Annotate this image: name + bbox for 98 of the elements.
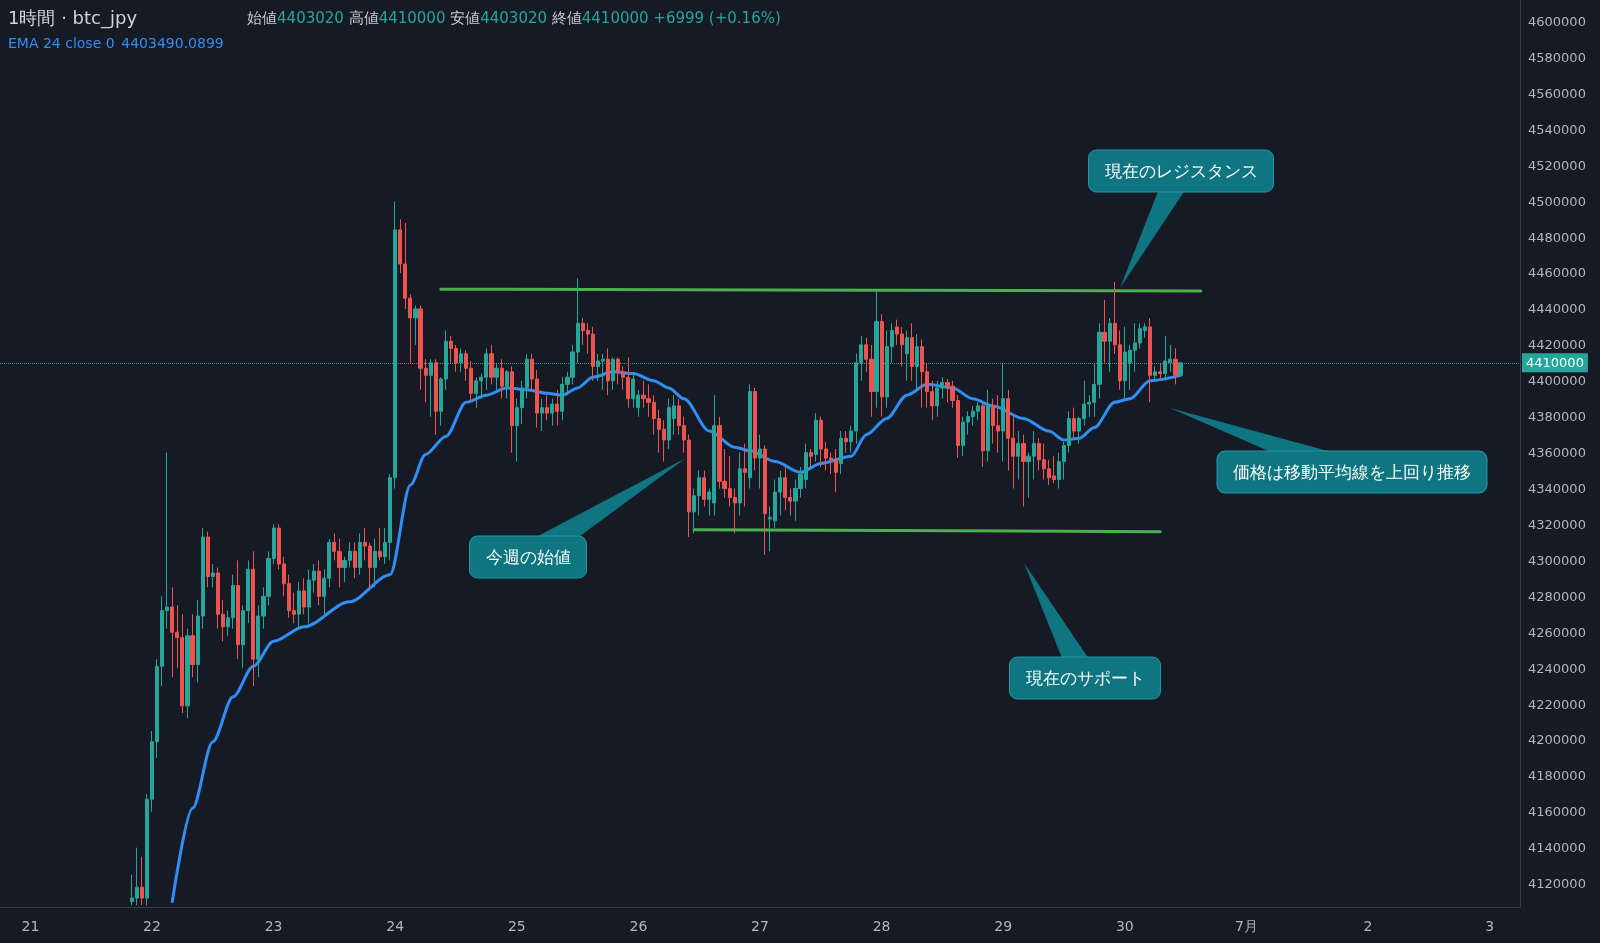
x-tick-label: 30 <box>1115 918 1134 934</box>
callout-bubble: 現在のレジスタンス <box>1088 149 1274 288</box>
candlestick <box>190 613 195 678</box>
candlestick <box>236 559 240 660</box>
x-tick-label: 25 <box>507 918 526 934</box>
y-tick-label: 4120000 <box>1528 876 1586 892</box>
candlestick <box>814 412 818 463</box>
text: EMA 24 close 0 <box>8 35 115 51</box>
y-tick-label: 4560000 <box>1528 85 1586 101</box>
candlestick <box>489 344 494 385</box>
y-tick-label: 4160000 <box>1528 804 1586 820</box>
candlestick <box>251 550 255 687</box>
candlestick <box>1021 434 1026 507</box>
candlestick <box>185 628 190 719</box>
candlestick <box>748 383 752 490</box>
y-tick-label: 4260000 <box>1528 624 1586 640</box>
x-tick-label: 28 <box>872 918 891 934</box>
y-tick-label: 4400000 <box>1528 373 1586 389</box>
y-tick-label: 4300000 <box>1528 552 1586 568</box>
y-tick-label: 4440000 <box>1528 301 1586 317</box>
candlestick <box>206 531 210 588</box>
candlestick <box>743 443 747 507</box>
x-tick-label: 29 <box>994 918 1013 934</box>
candlestick <box>874 290 879 409</box>
annotation: 今週の始値 <box>485 547 571 567</box>
y-tick-label: 4360000 <box>1528 445 1586 461</box>
candlestick <box>1153 365 1157 382</box>
candlestick <box>505 369 509 400</box>
annotation: 現在のサポート <box>1025 668 1145 688</box>
candlestick <box>1016 430 1020 481</box>
candlestick <box>839 430 843 475</box>
annotation: 現在のレジスタンス <box>1104 161 1258 181</box>
y-tick-label: 4340000 <box>1528 481 1586 497</box>
candlestick <box>413 304 418 346</box>
callout-bubble: 現在のサポート <box>1009 563 1161 700</box>
annotation: 価格は移動平均線を上回り推移 <box>1233 462 1471 482</box>
text: 始値4403020 高値4410000 安値4403020 終値4410000 +6999 (+0.16%) <box>247 8 781 27</box>
y-tick-label: 4460000 <box>1528 265 1586 281</box>
candlestick <box>317 559 321 606</box>
candlestick <box>378 527 382 561</box>
y-tick-label: 4380000 <box>1528 409 1586 425</box>
x-tick-label: 26 <box>629 918 648 934</box>
candlestick <box>1102 299 1107 364</box>
ref-line-label: 4410000 <box>1526 355 1584 371</box>
candlestick <box>880 313 884 418</box>
x-tick-label: 27 <box>751 918 769 934</box>
candlestick <box>1072 407 1076 439</box>
candlestick <box>302 577 306 615</box>
y-tick-label: 4200000 <box>1528 732 1586 748</box>
candlestick <box>140 856 144 906</box>
candlestick <box>1148 317 1152 403</box>
candlestick <box>500 358 504 400</box>
x-tick-label: 22 <box>143 918 161 934</box>
candlestick <box>550 398 554 427</box>
y-tick-label: 4180000 <box>1528 768 1586 784</box>
candlestick <box>606 347 610 396</box>
candlestick <box>981 401 985 468</box>
x-tick-label: 24 <box>386 918 405 934</box>
annotation: 4403490.0899 <box>121 35 224 51</box>
x-tick-label: 23 <box>264 918 283 934</box>
x-tick-label: 2 <box>1363 918 1373 934</box>
y-tick-label: 4420000 <box>1528 337 1586 353</box>
y-tick-label: 4220000 <box>1528 696 1586 712</box>
y-tick-label: 4500000 <box>1528 193 1586 209</box>
candlestick <box>1158 362 1162 382</box>
candlestick <box>758 434 762 490</box>
chart-title: 1時間 · btc_jpy <box>8 6 138 29</box>
candlestick <box>809 448 813 468</box>
y-tick-label: 4520000 <box>1528 157 1586 173</box>
candlestick <box>545 394 549 421</box>
candlestick <box>555 389 559 427</box>
candlestick <box>1173 347 1178 385</box>
candlestick <box>753 387 757 472</box>
candlestick <box>434 358 438 436</box>
y-tick-label: 4480000 <box>1528 229 1586 245</box>
y-tick-label: 4320000 <box>1528 516 1586 532</box>
y-tick-label: 4140000 <box>1528 840 1586 856</box>
candlestick <box>510 365 514 454</box>
candlestick <box>986 389 990 463</box>
y-tick-label: 4580000 <box>1528 49 1586 65</box>
candlestick <box>844 430 848 454</box>
candlestick <box>353 541 357 579</box>
y-tick-label: 4240000 <box>1528 660 1586 676</box>
candlestick <box>910 322 914 382</box>
y-tick-label: 4600000 <box>1528 14 1586 30</box>
candlestick <box>738 452 742 516</box>
y-tick-label: 4540000 <box>1528 121 1586 137</box>
candlestick <box>540 398 544 432</box>
candlestick <box>358 532 362 576</box>
candlestick <box>297 581 301 630</box>
y-tick-label: 4280000 <box>1528 588 1586 604</box>
candlestick <box>763 444 767 556</box>
candlestick <box>702 470 706 507</box>
candlestick <box>373 538 377 588</box>
x-tick-label: 3 <box>1485 918 1495 934</box>
candlestick <box>211 563 215 588</box>
x-tick-label: 21 <box>21 918 40 934</box>
x-tick-label: 7月 <box>1234 918 1258 934</box>
